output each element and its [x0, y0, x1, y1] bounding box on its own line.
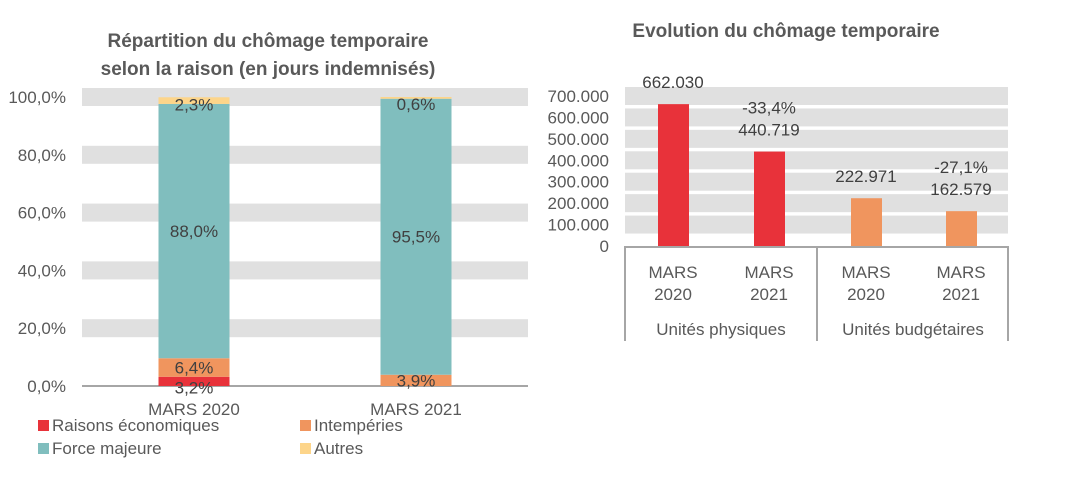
y-tick-label: 400.000	[548, 151, 609, 170]
y-tick-label: 0,0%	[27, 377, 66, 396]
y-tick-label: 200.000	[548, 194, 609, 213]
data-label: 2,3%	[175, 95, 214, 114]
group-label: Unités budgétaires	[842, 320, 984, 339]
x-tick-label: 2021	[942, 285, 980, 304]
legend-label: Raisons économiques	[52, 416, 219, 435]
y-tick-label: 80,0%	[18, 146, 66, 165]
data-label: 3,2%	[175, 378, 214, 397]
legend-swatch	[300, 443, 311, 454]
group-label: Unités physiques	[656, 320, 785, 339]
chart1-title-line1: Répartition du chômage temporaire	[108, 31, 429, 52]
bar	[658, 104, 689, 246]
x-tick-label: MARS	[841, 263, 890, 282]
bar	[851, 198, 882, 246]
x-tick-label: MARS	[648, 263, 697, 282]
x-tick-label: MARS 2021	[370, 400, 462, 419]
data-label: 88,0%	[170, 222, 218, 241]
bar-segment	[380, 97, 452, 99]
x-tick-label: 2021	[750, 285, 788, 304]
bar	[754, 151, 785, 246]
gridband	[82, 88, 528, 106]
gridband	[625, 172, 1008, 191]
y-tick-label: 100,0%	[8, 88, 66, 107]
y-tick-label: 40,0%	[18, 261, 66, 280]
gridband	[625, 194, 1008, 213]
chart1-title-line2: selon la raison (en jours indemnisés)	[101, 59, 436, 80]
y-tick-label: 20,0%	[18, 319, 66, 338]
gridband	[82, 203, 528, 222]
legend-swatch	[38, 443, 49, 454]
gridband	[82, 145, 528, 164]
gridband	[82, 261, 528, 280]
bar-segment	[158, 358, 230, 377]
y-tick-label: 600.000	[548, 108, 609, 127]
data-label: 3,9%	[397, 371, 436, 390]
data-label: 222.971	[835, 167, 896, 186]
data-label: 440.719	[738, 121, 799, 140]
change-label: -27,1%	[934, 158, 988, 177]
bar-segment	[158, 103, 230, 359]
legend-label: Autres	[314, 439, 363, 458]
gridband	[625, 108, 1008, 127]
bar-segment	[158, 376, 230, 386]
bar-segment	[158, 97, 230, 104]
x-tick-label: 2020	[847, 285, 885, 304]
x-tick-label: 2020	[654, 285, 692, 304]
gridband	[625, 87, 1008, 105]
y-tick-label: 0	[600, 237, 609, 256]
y-tick-label: 500.000	[548, 130, 609, 149]
data-label: 662.030	[642, 73, 703, 92]
legend-swatch	[38, 420, 49, 431]
bar	[946, 211, 977, 246]
bar-segment	[380, 98, 452, 375]
y-tick-label: 100.000	[548, 216, 609, 235]
gridband	[625, 129, 1008, 148]
y-tick-label: 60,0%	[18, 204, 66, 223]
bar-segment	[380, 374, 452, 386]
legend-label: Force majeure	[52, 439, 162, 458]
gridband	[625, 151, 1008, 170]
data-label: 95,5%	[392, 228, 440, 247]
x-tick-label: MARS	[936, 263, 985, 282]
data-label: 6,4%	[175, 359, 214, 378]
x-tick-label: MARS 2020	[148, 400, 240, 419]
gridband	[82, 319, 528, 338]
gridband	[625, 215, 1008, 234]
y-tick-label: 700.000	[548, 87, 609, 106]
data-label: 162.579	[930, 180, 991, 199]
data-label: 0,6%	[397, 95, 436, 114]
legend-label: Intempéries	[314, 416, 403, 435]
legend-swatch	[300, 420, 311, 431]
chart2-title: Evolution du chômage temporaire	[632, 21, 939, 42]
change-label: -33,4%	[742, 99, 796, 118]
x-tick-label: MARS	[744, 263, 793, 282]
y-tick-label: 300.000	[548, 173, 609, 192]
